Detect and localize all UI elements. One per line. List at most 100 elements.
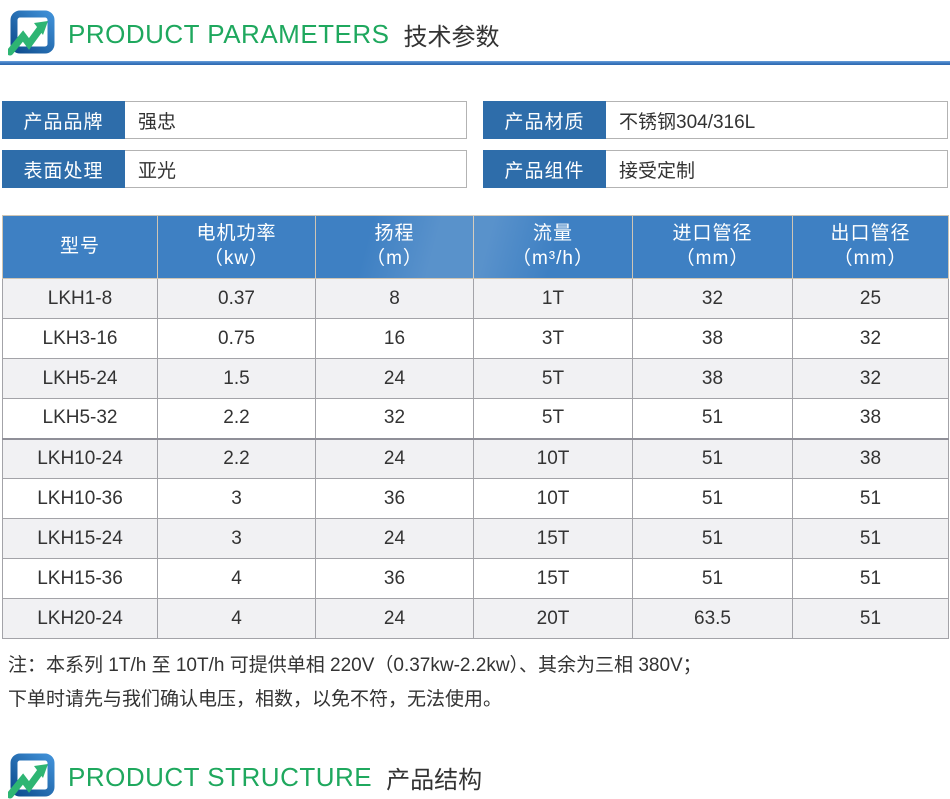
table-row: LKH1-8 0.37 8 1T 32 25 <box>2 278 949 319</box>
table-cell: LKH5-32 <box>2 398 158 439</box>
table-cell: 5T <box>473 358 633 399</box>
voltage-note-line1: 注：本系列 1T/h 至 10T/h 可提供单相 220V（0.37kw-2.2… <box>8 655 702 676</box>
table-cell: 24 <box>315 518 474 559</box>
table-cell: 38 <box>632 318 793 359</box>
parameters-title-en: PRODUCT PARAMETERS <box>68 18 390 49</box>
info-field-brand: 产品品牌 强忠 <box>2 101 467 139</box>
table-cell: 8 <box>315 278 474 319</box>
voltage-note-line2: 下单时请先与我们确认电压，相数，以免不符，无法使用。 <box>8 689 503 710</box>
col-header-outlet: 出口管径 （mm） <box>792 215 949 279</box>
table-cell: 20T <box>473 598 633 639</box>
col-header-line: 型号 <box>59 235 100 257</box>
col-header-line: （mm） <box>833 248 908 269</box>
table-cell: LKH20-24 <box>2 598 158 639</box>
table-cell: 3T <box>473 318 633 359</box>
parameters-section-header: PRODUCT PARAMETERS 技术参数 <box>0 0 950 58</box>
table-cell: 24 <box>315 598 474 639</box>
table-cell: 4 <box>157 558 316 599</box>
info-field-finish: 表面处理 亚光 <box>2 150 467 188</box>
table-cell: LKH5-24 <box>2 358 158 399</box>
table-cell: 51 <box>792 598 949 639</box>
table-cell: 38 <box>632 358 793 399</box>
info-field-material: 产品材质 不锈钢304/316L <box>483 101 948 139</box>
table-cell: LKH15-24 <box>2 518 158 559</box>
table-row: LKH5-32 2.2 32 5T 51 38 <box>2 398 949 439</box>
table-cell: 24 <box>315 437 474 479</box>
header-row: 型号 电机功率 （kw） 扬程 （m） 流量 （m³/h） 进口管径 （m <box>2 215 949 279</box>
info-label: 产品组件 <box>483 150 606 188</box>
table-cell: LKH15-36 <box>2 558 158 599</box>
table-row: LKH10-24 2.2 24 10T 51 38 <box>2 437 949 479</box>
table-cell: 32 <box>632 278 793 319</box>
table-row: LKH10-36 3 36 10T 51 51 <box>2 478 949 519</box>
table-cell: 10T <box>473 437 633 479</box>
table-cell: 0.37 <box>157 278 316 319</box>
info-value: 亚光 <box>125 150 467 188</box>
col-header-inlet: 进口管径 （mm） <box>632 215 793 279</box>
table-cell: 15T <box>473 558 633 599</box>
table-cell: LKH10-24 <box>2 437 158 479</box>
info-label: 产品材质 <box>483 101 606 139</box>
table-cell: LKH3-16 <box>2 318 158 359</box>
col-header-line: （mm） <box>675 248 750 269</box>
spec-table: 型号 电机功率 （kw） 扬程 （m） 流量 （m³/h） 进口管径 （m <box>2 215 949 639</box>
table-cell: 3 <box>157 478 316 519</box>
info-label: 产品品牌 <box>2 101 125 139</box>
table-cell: 2.2 <box>157 437 316 479</box>
col-header-line: （m³/h） <box>511 248 594 269</box>
col-header-line: 电机功率 <box>196 223 277 245</box>
table-cell: LKH1-8 <box>2 278 158 319</box>
col-header-line: 进口管径 <box>672 223 753 245</box>
table-row: LKH5-24 1.5 24 5T 38 32 <box>2 358 949 399</box>
table-cell: 51 <box>632 398 793 439</box>
table-row: LKH15-24 3 24 15T 51 51 <box>2 518 949 559</box>
table-cell: 24 <box>315 358 474 399</box>
table-row: LKH3-16 0.75 16 3T 38 32 <box>2 318 949 359</box>
col-header-model: 型号 <box>2 215 158 279</box>
table-cell: 51 <box>632 437 793 479</box>
info-grid: 产品品牌 强忠 产品材质 不锈钢304/316L 表面处理 亚光 产品组件 接受… <box>2 101 948 188</box>
table-cell: 51 <box>632 478 793 519</box>
table-cell: 51 <box>632 518 793 559</box>
spec-table-body: LKH1-8 0.37 8 1T 32 25 LKH3-16 0.75 16 3T 38 32 LKH5… <box>2 278 949 639</box>
table-cell: 32 <box>792 318 949 359</box>
info-field-component: 产品组件 接受定制 <box>483 150 948 188</box>
table-cell: 1.5 <box>157 358 316 399</box>
col-header-flow: 流量 （m³/h） <box>473 215 633 279</box>
col-header-line: 流量 <box>532 223 573 245</box>
structure-title-zh: 产品结构 <box>386 766 483 794</box>
col-header-head: 扬程 （m） <box>315 215 474 279</box>
table-cell: 1T <box>473 278 633 319</box>
table-cell: 63.5 <box>632 598 793 639</box>
table-cell: 5T <box>473 398 633 439</box>
voltage-note: 注：本系列 1T/h 至 10T/h 可提供单相 220V（0.37kw-2.2… <box>8 649 950 717</box>
section-divider <box>0 61 950 65</box>
table-cell: 4 <box>157 598 316 639</box>
spec-table-head: 型号 电机功率 （kw） 扬程 （m） 流量 （m³/h） 进口管径 （m <box>2 215 949 279</box>
table-cell: LKH10-36 <box>2 478 158 519</box>
brand-logo-icon <box>8 753 55 799</box>
table-row: LKH20-24 4 24 20T 63.5 51 <box>2 598 949 639</box>
table-cell: 38 <box>792 398 949 439</box>
table-cell: 51 <box>792 558 949 599</box>
spec-table-wrap: 型号 电机功率 （kw） 扬程 （m） 流量 （m³/h） 进口管径 （m <box>2 215 949 639</box>
table-cell: 15T <box>473 518 633 559</box>
table-cell: 25 <box>792 278 949 319</box>
table-cell: 38 <box>792 437 949 479</box>
table-cell: 32 <box>315 398 474 439</box>
info-value: 强忠 <box>125 101 467 139</box>
table-cell: 2.2 <box>157 398 316 439</box>
brand-logo-icon <box>8 10 55 56</box>
parameters-title-zh: 技术参数 <box>403 23 500 51</box>
col-header-line: 出口管径 <box>830 223 911 245</box>
table-cell: 10T <box>473 478 633 519</box>
info-value: 接受定制 <box>606 150 948 188</box>
table-row: LKH15-36 4 36 15T 51 51 <box>2 558 949 599</box>
table-cell: 51 <box>792 478 949 519</box>
info-label: 表面处理 <box>2 150 125 188</box>
table-cell: 36 <box>315 558 474 599</box>
table-cell: 16 <box>315 318 474 359</box>
col-header-line: （m） <box>366 248 423 269</box>
table-cell: 36 <box>315 478 474 519</box>
structure-section-header: PRODUCT STRUCTURE 产品结构 <box>0 743 950 799</box>
